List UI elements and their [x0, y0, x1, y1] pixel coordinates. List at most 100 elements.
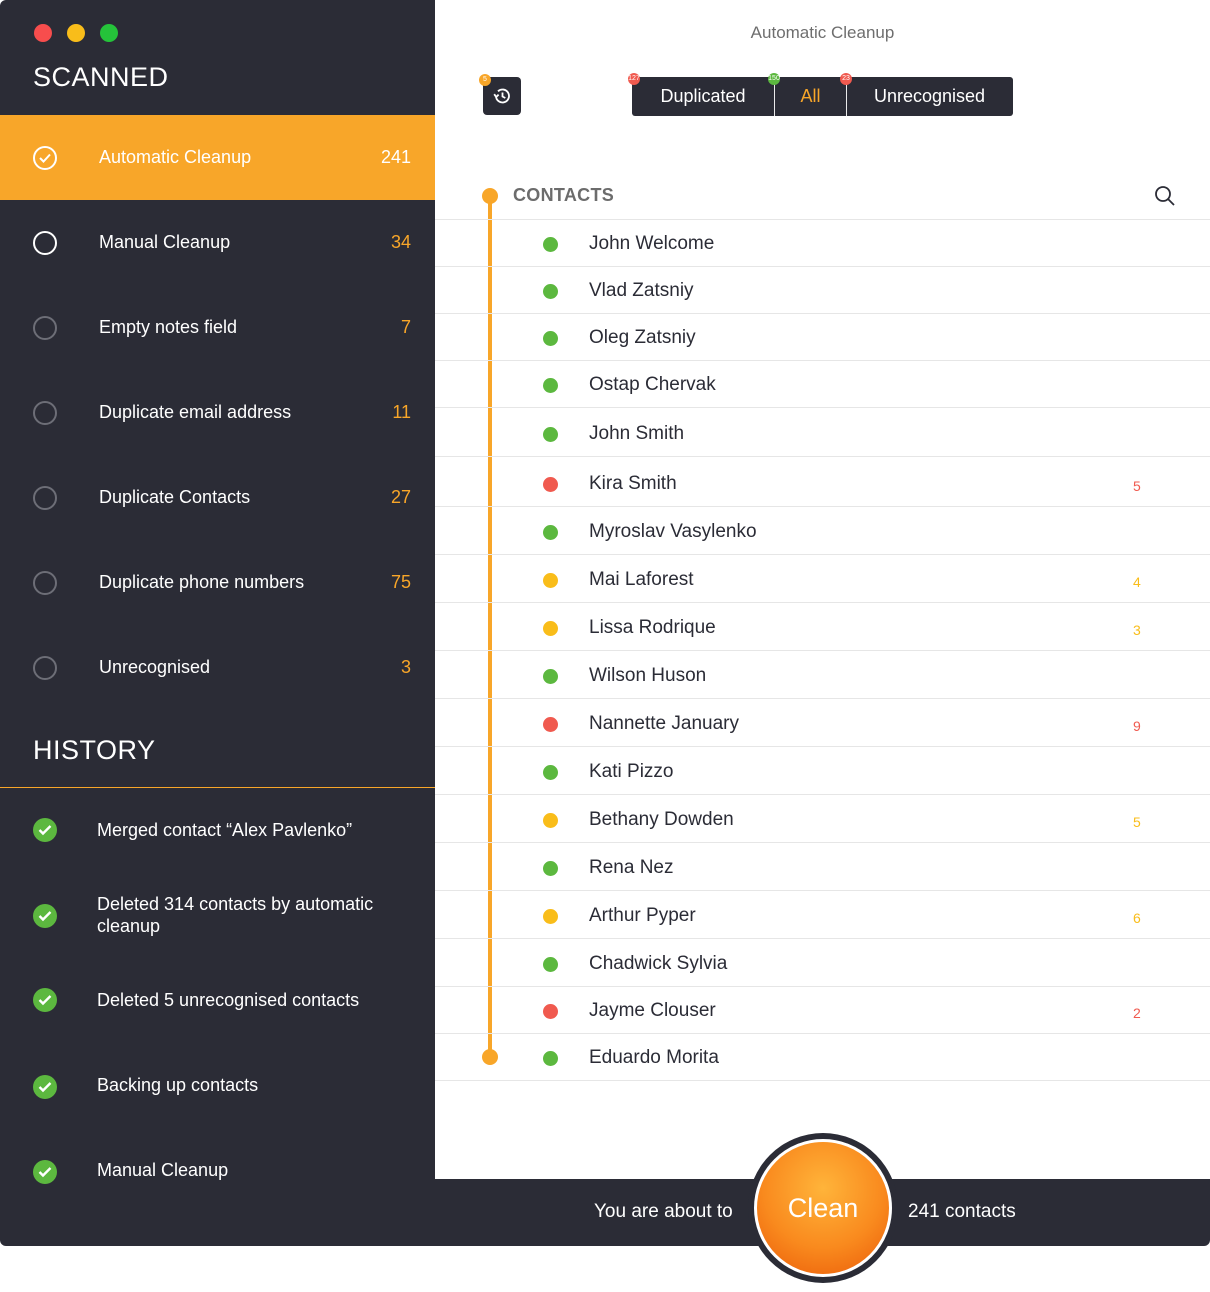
status-dot-green: [543, 861, 558, 876]
issue-count: 2: [1133, 1005, 1141, 1021]
all-badge: 150: [768, 73, 780, 85]
sidebar-item-manual-cleanup[interactable]: Manual Cleanup 34: [0, 200, 435, 285]
about-to-text: You are about to: [594, 1201, 733, 1222]
history-item[interactable]: Deleted 314 contacts by automatic cleanu…: [0, 892, 435, 940]
status-dot-yellow: [543, 573, 558, 588]
minimize-window-button[interactable]: [67, 24, 85, 42]
row-divider: [435, 890, 1210, 891]
history-item[interactable]: Manual Cleanup: [0, 1148, 435, 1192]
row-divider: [435, 794, 1210, 795]
issue-count: 6: [1133, 910, 1141, 926]
row-divider: [435, 602, 1210, 603]
search-icon[interactable]: [1153, 184, 1177, 208]
contact-name: Kati Pizzo: [589, 761, 674, 782]
status-dot-green: [543, 427, 558, 442]
sidebar-item-count: 241: [380, 147, 411, 167]
sidebar-item-label: Duplicate Contacts: [99, 487, 251, 507]
contact-row[interactable]: Vlad Zatsniy: [435, 267, 1210, 315]
contact-name: Arthur Pyper: [589, 905, 696, 926]
row-divider: [435, 219, 1210, 220]
contact-row[interactable]: Ostap Chervak: [435, 361, 1210, 409]
unrecognised-badge: 23: [840, 73, 852, 85]
contact-row[interactable]: Nannette January 9: [435, 700, 1210, 748]
contact-row[interactable]: Lissa Rodrique 3: [435, 604, 1210, 652]
contact-row[interactable]: Bethany Dowden 5: [435, 796, 1210, 844]
sidebar-item-label: Duplicate email address: [99, 402, 292, 422]
contact-name: Eduardo Morita: [589, 1047, 719, 1068]
contact-row[interactable]: John Welcome: [435, 220, 1210, 268]
contact-name: Chadwick Sylvia: [589, 953, 728, 974]
contact-row[interactable]: John Smith: [435, 410, 1210, 458]
scanned-section-title: SCANNED: [33, 62, 169, 92]
row-divider: [435, 1080, 1210, 1081]
status-dot-yellow: [543, 909, 558, 924]
zoom-window-button[interactable]: [100, 24, 118, 42]
filter-tab-unrecognised[interactable]: Unrecognised: [847, 77, 1012, 116]
sidebar-item-label: Empty notes field: [99, 317, 238, 337]
history-item[interactable]: Merged contact “Alex Pavlenko”: [0, 808, 435, 852]
sidebar-item-label: Automatic Cleanup: [99, 147, 252, 167]
main-panel: Automatic Cleanup 5 Duplicated All Unrec…: [435, 0, 1210, 1246]
timeline-start-dot: [482, 188, 498, 204]
clean-button[interactable]: Clean: [754, 1139, 892, 1277]
issue-count: 5: [1133, 814, 1141, 830]
row-divider: [435, 266, 1210, 267]
status-dot-green: [543, 284, 558, 299]
status-dot-green: [543, 237, 558, 252]
status-dot-red: [543, 1004, 558, 1019]
sidebar-item-duplicate-email[interactable]: Duplicate email address 11: [0, 370, 435, 455]
sidebar-item-unrecognised[interactable]: Unrecognised 3: [0, 625, 435, 710]
filter-tab-label: Unrecognised: [873, 86, 986, 106]
check-icon: [33, 1075, 57, 1099]
row-divider: [435, 506, 1210, 507]
sidebar-item-duplicate-phone[interactable]: Duplicate phone numbers 75: [0, 540, 435, 625]
contact-row[interactable]: Arthur Pyper 6: [435, 892, 1210, 940]
filter-tab-label: All: [800, 86, 821, 106]
sidebar-item-count: 34: [390, 232, 411, 252]
app-window: SCANNED Automatic Cleanup 241 Manual Cle…: [0, 0, 1210, 1246]
status-dot-green: [543, 765, 558, 780]
history-item[interactable]: Backing up contacts: [0, 1063, 435, 1107]
contact-row[interactable]: Chadwick Sylvia: [435, 940, 1210, 988]
sidebar-item-automatic-cleanup[interactable]: Automatic Cleanup 241: [0, 115, 435, 200]
contact-name: Mai Laforest: [589, 569, 694, 590]
timeline-line: [488, 195, 492, 1058]
radio-circle-icon: [33, 570, 57, 595]
history-item[interactable]: Deleted 5 unrecognised contacts: [0, 978, 435, 1022]
contact-row[interactable]: Kira Smith 5: [435, 460, 1210, 508]
sidebar-item-empty-notes[interactable]: Empty notes field 7: [0, 285, 435, 370]
sidebar-item-count: 27: [390, 487, 411, 507]
filter-tab-all[interactable]: All: [775, 77, 846, 116]
contact-row[interactable]: Oleg Zatsniy: [435, 314, 1210, 362]
check-icon: [33, 988, 57, 1012]
contact-row[interactable]: Rena Nez: [435, 844, 1210, 892]
sidebar-item-duplicate-contacts[interactable]: Duplicate Contacts 27: [0, 455, 435, 540]
window-controls: [34, 24, 118, 42]
sidebar-item-count: 3: [400, 657, 411, 677]
sidebar-item-label: Manual Cleanup: [99, 232, 231, 252]
contact-row[interactable]: Eduardo Morita: [435, 1034, 1210, 1082]
contact-row[interactable]: Myroslav Vasylenko: [435, 508, 1210, 556]
contact-name: John Welcome: [589, 233, 715, 254]
close-window-button[interactable]: [34, 24, 52, 42]
filter-tab-duplicated[interactable]: Duplicated: [632, 77, 774, 116]
status-dot-yellow: [543, 813, 558, 828]
row-divider: [435, 986, 1210, 987]
issue-count: 3: [1133, 622, 1141, 638]
row-divider: [435, 938, 1210, 939]
contact-row[interactable]: Kati Pizzo: [435, 748, 1210, 796]
contact-row[interactable]: Wilson Huson: [435, 652, 1210, 700]
history-item-label: Deleted 5 unrecognised contacts: [97, 990, 360, 1010]
sidebar: SCANNED Automatic Cleanup 241 Manual Cle…: [0, 0, 435, 1246]
row-divider: [435, 360, 1210, 361]
filter-segmented-control: Duplicated All Unrecognised: [632, 77, 1013, 116]
contact-row[interactable]: Mai Laforest 4: [435, 556, 1210, 604]
history-item-label: Manual Cleanup: [97, 1160, 229, 1180]
sidebar-item-count: 75: [390, 572, 411, 592]
row-divider: [435, 698, 1210, 699]
segment-divider: [846, 77, 847, 116]
status-dot-green: [543, 669, 558, 684]
history-divider: [0, 787, 435, 788]
contact-row[interactable]: Jayme Clouser 2: [435, 987, 1210, 1035]
status-dot-red: [543, 717, 558, 732]
